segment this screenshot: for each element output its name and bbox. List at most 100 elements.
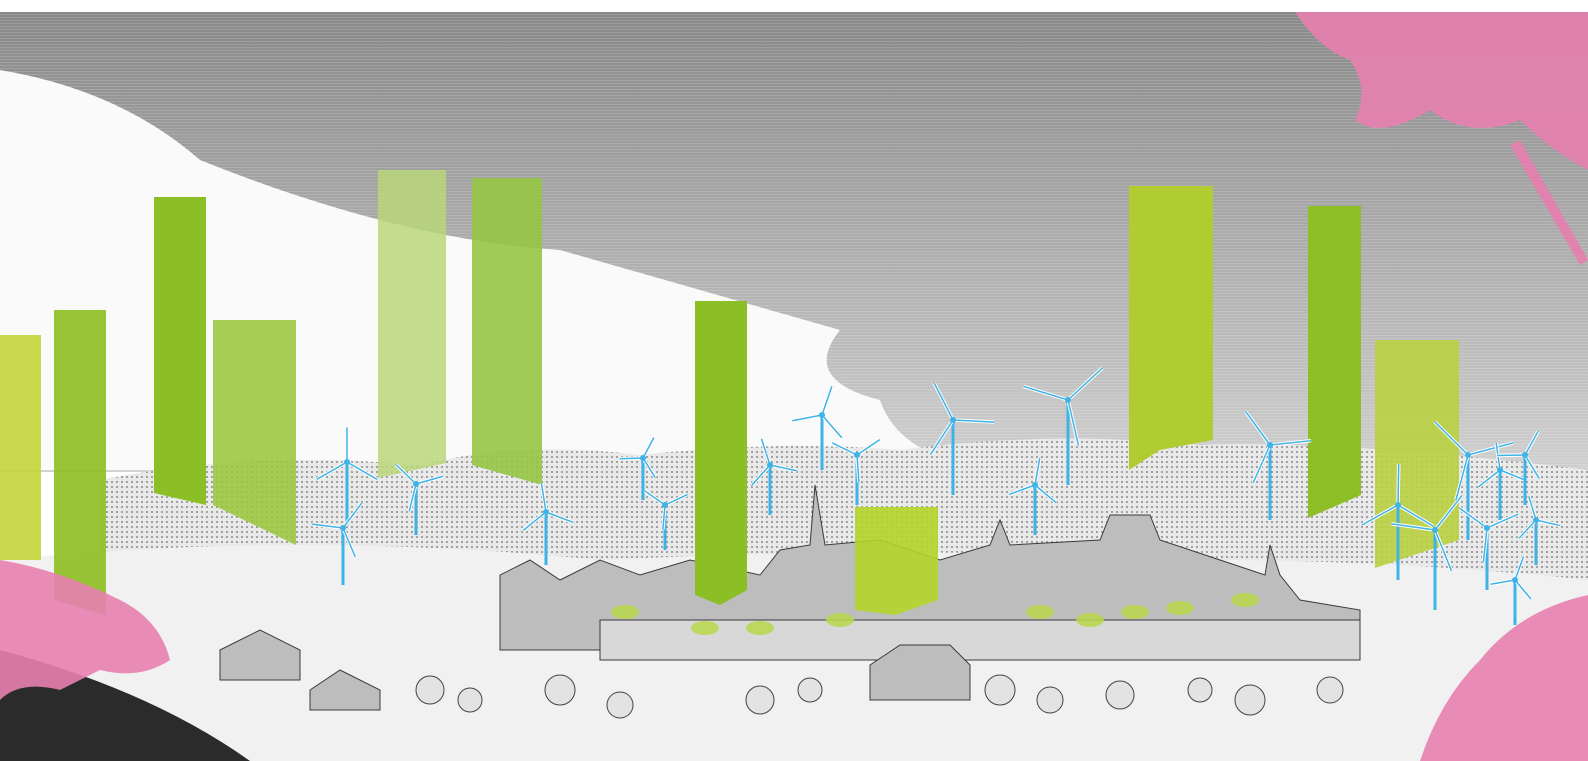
- turbine-part: [311, 523, 344, 529]
- turbine-part: [1245, 411, 1271, 446]
- bar: [472, 178, 542, 485]
- turbine-part: [1535, 519, 1561, 527]
- turbine-part: [1467, 442, 1514, 456]
- turbine-part: [929, 419, 954, 456]
- turbine-part: [1533, 517, 1539, 523]
- turbine-part: [1518, 519, 1537, 539]
- turbine-part: [346, 461, 378, 480]
- turbine-part: [950, 417, 956, 423]
- turbine-part: [640, 455, 646, 461]
- turbine-part: [342, 502, 363, 529]
- turbine-part: [1269, 439, 1312, 446]
- turbine-part: [1490, 579, 1516, 586]
- turbine-part: [1361, 504, 1399, 526]
- turbine-part: [819, 412, 825, 418]
- bar: [213, 320, 296, 545]
- turbine-part: [644, 490, 666, 506]
- top-strip: [0, 0, 1588, 12]
- turbine-part: [619, 457, 644, 460]
- turbine-part: [664, 493, 688, 506]
- turbine-part: [769, 464, 798, 472]
- pink-trees: [0, 12, 1588, 761]
- green-roofs: [611, 593, 1259, 635]
- turbine-part: [1397, 463, 1400, 506]
- turbine-part: [821, 386, 833, 416]
- bar: [54, 310, 106, 615]
- turbine-part: [751, 464, 771, 486]
- turbine-part: [1032, 482, 1038, 488]
- turbine-part: [1252, 444, 1271, 483]
- turbine-part: [408, 483, 417, 512]
- turbine-part: [821, 414, 843, 439]
- turbine-part: [316, 461, 348, 480]
- turbine-part: [1528, 496, 1537, 521]
- turbine-part: [1486, 513, 1519, 529]
- turbine-part: [642, 457, 656, 478]
- trees: [415, 674, 1344, 719]
- turbine-part: [1434, 494, 1463, 531]
- turbine-part: [760, 438, 771, 466]
- turbine-part: [344, 459, 350, 465]
- turbine-part: [1482, 527, 1488, 562]
- turbine-part: [1034, 484, 1057, 504]
- turbine-part: [1395, 502, 1401, 508]
- turbine-part: [1497, 467, 1503, 473]
- turbine-part: [933, 382, 954, 421]
- bar: [695, 301, 747, 605]
- turbine-part: [792, 414, 823, 422]
- turbine-part: [1524, 454, 1540, 479]
- wind-turbines: [311, 366, 1561, 625]
- turbine-part: [952, 419, 995, 423]
- turbine-part: [1008, 484, 1036, 496]
- turbine-part: [1465, 452, 1471, 458]
- turbine-part: [1065, 397, 1071, 403]
- turbine-part: [1434, 421, 1469, 456]
- turbine-part: [545, 511, 574, 524]
- bar: [1308, 206, 1361, 518]
- turbine-part: [1434, 529, 1453, 572]
- turbine-part: [856, 439, 881, 456]
- turbine-part: [1512, 577, 1518, 583]
- turbine-part: [1499, 469, 1526, 481]
- turbine-part: [767, 462, 773, 468]
- bar: [855, 507, 938, 615]
- turbine-part: [1391, 523, 1436, 531]
- turbine-part: [543, 509, 549, 515]
- turbine-part: [1484, 525, 1490, 531]
- turbine-part: [1067, 367, 1103, 401]
- turbine-part: [1023, 385, 1069, 401]
- turbine-part: [540, 483, 547, 513]
- turbine-part: [522, 511, 547, 531]
- turbine-part: [831, 442, 858, 456]
- turbine-part: [342, 527, 356, 558]
- turbine-part: [340, 525, 346, 531]
- turbine-part: [415, 475, 444, 485]
- turbine-part: [413, 481, 419, 487]
- turbine-part: [1267, 442, 1273, 448]
- turbine-part: [1432, 527, 1438, 533]
- turbine-part: [1067, 399, 1080, 446]
- turbine-part: [1458, 507, 1488, 529]
- bar: [1375, 340, 1459, 568]
- bars: [0, 170, 1459, 615]
- turbine-part: [1477, 469, 1501, 488]
- turbine-part: [1514, 556, 1525, 581]
- turbine-part: [1455, 454, 1469, 501]
- turbine-part: [1522, 452, 1528, 458]
- turbine-part: [856, 454, 860, 483]
- turbine-part: [662, 504, 666, 530]
- bar: [0, 335, 41, 560]
- turbine-part: [662, 502, 668, 508]
- turbine-part: [395, 463, 417, 485]
- turbine-part: [1524, 430, 1539, 456]
- turbine-part: [1034, 457, 1041, 486]
- turbine-part: [1397, 504, 1434, 527]
- bar: [1129, 186, 1213, 470]
- turbine-part: [854, 452, 860, 458]
- turbine-part: [1514, 579, 1532, 600]
- bar: [378, 170, 446, 478]
- bar: [154, 197, 206, 505]
- turbine-part: [642, 437, 655, 459]
